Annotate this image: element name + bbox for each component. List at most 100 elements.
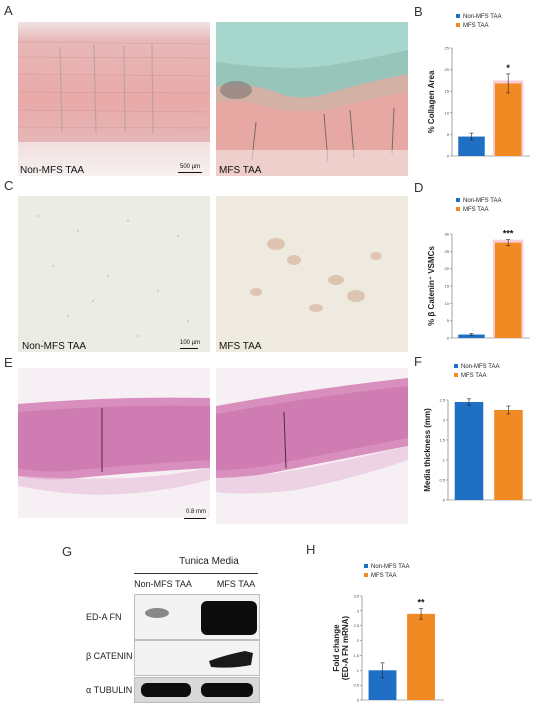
y-tick-label: 15 bbox=[445, 284, 450, 289]
legend-swatch-1 bbox=[454, 373, 458, 377]
chart-svg-b: B Non-MFS TAA MFS TAA 0 5 10 15 20 25 % Collagen … bbox=[414, 4, 530, 159]
blot-eda-fn bbox=[134, 594, 260, 640]
blot-b-catenin bbox=[134, 640, 260, 676]
y-tick-label: 2 bbox=[443, 418, 446, 423]
scale-bar-c bbox=[180, 348, 198, 349]
y-tick-label: 10 bbox=[445, 301, 450, 306]
significance-marker: ** bbox=[418, 597, 426, 607]
y-tick-label: 5 bbox=[447, 318, 450, 323]
y-axis-label-line: Fold change bbox=[332, 624, 341, 672]
y-tick-label: 1 bbox=[443, 458, 446, 463]
bar-non-mfs bbox=[458, 136, 485, 156]
y-axis-label-line: % β Catenin⁺ VSMCs bbox=[427, 246, 436, 326]
blot-header: Tunica Media bbox=[179, 556, 239, 567]
legend-label-0: Non-MFS TAA bbox=[463, 198, 501, 204]
y-tick-label: 15 bbox=[445, 89, 450, 94]
y-axis-label-line: (ED-A FN mRNA) bbox=[341, 616, 350, 680]
blot-header-rule bbox=[134, 573, 258, 574]
bar-mfs bbox=[494, 410, 523, 500]
scale-label-a: 500 µm bbox=[180, 164, 201, 170]
y-axis-label-line: Media thickness (mm) bbox=[423, 408, 432, 492]
chart-svg-h: H Non-MFS TAA MFS TAA 0 0.5 1 1.5 2 2.5 3 3.5 Fold … bbox=[306, 542, 444, 703]
y-tick-label: 1.5 bbox=[439, 438, 445, 443]
blot-row-label-eda-fn: ED-A FN bbox=[86, 612, 122, 622]
panel-letter-c: C bbox=[4, 178, 14, 193]
y-tick-label: 20 bbox=[445, 67, 450, 72]
histology-image-a-mfs bbox=[216, 22, 408, 176]
y-tick-label: 25 bbox=[445, 249, 450, 254]
y-tick-label: 2 bbox=[357, 638, 360, 643]
histology-image-a-non-mfs bbox=[18, 22, 210, 176]
panel-letter-g: G bbox=[62, 544, 73, 559]
panel-letter-f: F bbox=[414, 354, 422, 369]
bar-mfs bbox=[494, 242, 522, 338]
y-tick-label: 3.5 bbox=[353, 594, 359, 599]
histology-image-c-non-mfs bbox=[18, 196, 210, 352]
y-tick-label: 0 bbox=[443, 498, 446, 503]
bar-non-mfs bbox=[454, 402, 484, 500]
scale-label-c: 100 µm bbox=[180, 340, 201, 346]
y-axis-label: % β Catenin⁺ VSMCs bbox=[427, 246, 436, 326]
histology-image-e-right bbox=[216, 368, 408, 524]
y-tick-label: 2.5 bbox=[353, 623, 359, 628]
panel-letter-d: D bbox=[414, 180, 423, 195]
histology-image-e-left bbox=[18, 368, 210, 518]
y-tick-label: 10 bbox=[445, 110, 450, 115]
blot-a-tubulin bbox=[134, 677, 260, 703]
legend-label-0: Non-MFS TAA bbox=[461, 364, 499, 370]
bar-mfs bbox=[494, 83, 522, 156]
y-tick-label: 30 bbox=[445, 232, 450, 237]
y-tick-label: 25 bbox=[445, 46, 450, 51]
caption-a-right: MFS TAA bbox=[219, 165, 262, 176]
panel-letter-e: E bbox=[4, 355, 13, 370]
caption-c-left: Non-MFS TAA bbox=[22, 341, 87, 352]
legend-label-1: MFS TAA bbox=[371, 573, 396, 579]
histology-image-c-mfs bbox=[216, 196, 408, 352]
chart-panel-d: D Non-MFS TAA MFS TAA 0 5 10 15 20 25 30 % β Caten… bbox=[412, 178, 548, 348]
y-tick-label: 1.5 bbox=[353, 653, 359, 658]
chart-panel-h: H Non-MFS TAA MFS TAA 0 0.5 1 1.5 2 2.5 3 3.5 Fold … bbox=[304, 540, 460, 706]
legend-swatch-1 bbox=[456, 207, 460, 211]
legend-swatch-1 bbox=[364, 573, 368, 577]
caption-a-left: Non-MFS TAA bbox=[20, 165, 85, 176]
scale-bar-e bbox=[184, 518, 206, 519]
significance-marker: * bbox=[506, 63, 510, 73]
legend-swatch-0 bbox=[454, 364, 458, 368]
panel-letter-b: B bbox=[414, 4, 423, 19]
scale-bar-a bbox=[178, 172, 202, 173]
blot-row-label-b-catenin: β CATENIN bbox=[86, 651, 133, 661]
blot-lane-mfs: MFS TAA bbox=[216, 579, 256, 589]
panel-letter-a: A bbox=[4, 3, 13, 18]
bar-non-mfs bbox=[458, 334, 485, 338]
y-tick-label: 1 bbox=[357, 668, 360, 673]
y-axis-label: % Collagen Area bbox=[427, 70, 436, 133]
bar-mfs bbox=[407, 613, 435, 700]
y-tick-label: 0 bbox=[357, 698, 360, 703]
legend-swatch-0 bbox=[456, 198, 460, 202]
y-tick-label: 0 bbox=[447, 154, 450, 159]
legend-label-0: Non-MFS TAA bbox=[371, 564, 409, 570]
y-axis-label-line: % Collagen Area bbox=[427, 70, 436, 133]
caption-c-right: MFS TAA bbox=[219, 341, 262, 352]
panel-letter-h: H bbox=[306, 542, 315, 557]
legend-swatch-1 bbox=[456, 23, 460, 27]
y-tick-label: 0.5 bbox=[439, 478, 445, 483]
chart-svg-d: D Non-MFS TAA MFS TAA 0 5 10 15 20 25 30 % β Caten… bbox=[414, 180, 530, 341]
y-tick-label: 0.5 bbox=[353, 683, 359, 688]
chart-svg-f: F Non-MFS TAA MFS TAA 0 0.5 1 1.5 2 2.5 Media thi… bbox=[414, 354, 532, 503]
y-axis-label: Media thickness (mm) bbox=[423, 408, 432, 492]
legend-swatch-0 bbox=[456, 14, 460, 18]
y-tick-label: 2.5 bbox=[439, 398, 445, 403]
significance-marker: *** bbox=[503, 229, 514, 239]
y-axis-label: Fold change (ED-A FN mRNA) bbox=[332, 616, 350, 680]
blot-lane-non-mfs: Non-MFS TAA bbox=[134, 579, 192, 589]
y-tick-label: 3 bbox=[357, 608, 360, 613]
legend-label-0: Non-MFS TAA bbox=[463, 14, 501, 20]
chart-panel-f: F Non-MFS TAA MFS TAA 0 0.5 1 1.5 2 2.5 Media thi… bbox=[412, 352, 548, 508]
legend-label-1: MFS TAA bbox=[461, 373, 486, 379]
legend-label-1: MFS TAA bbox=[463, 207, 488, 213]
y-tick-label: 20 bbox=[445, 266, 450, 271]
chart-panel-b: B Non-MFS TAA MFS TAA 0 5 10 15 20 25 % Collagen … bbox=[412, 2, 548, 172]
legend-label-1: MFS TAA bbox=[463, 23, 488, 29]
y-tick-label: 5 bbox=[447, 132, 450, 137]
